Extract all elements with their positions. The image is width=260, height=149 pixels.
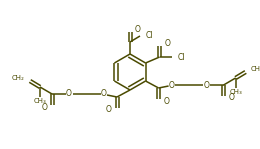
Text: CH₃: CH₃	[229, 89, 242, 95]
Text: Cl: Cl	[178, 52, 185, 62]
Text: CH₂: CH₂	[251, 66, 260, 72]
Text: O: O	[204, 80, 210, 90]
Text: CH₃: CH₃	[34, 98, 46, 104]
Text: O: O	[106, 105, 112, 114]
Text: O: O	[229, 94, 235, 103]
Text: O: O	[66, 90, 72, 98]
Text: O: O	[101, 90, 107, 98]
Text: O: O	[41, 103, 47, 111]
Text: Cl: Cl	[146, 31, 153, 39]
Text: O: O	[165, 39, 171, 49]
Text: O: O	[164, 97, 170, 105]
Text: O: O	[169, 80, 174, 90]
Text: O: O	[135, 24, 141, 34]
Text: CH₂: CH₂	[12, 75, 25, 81]
